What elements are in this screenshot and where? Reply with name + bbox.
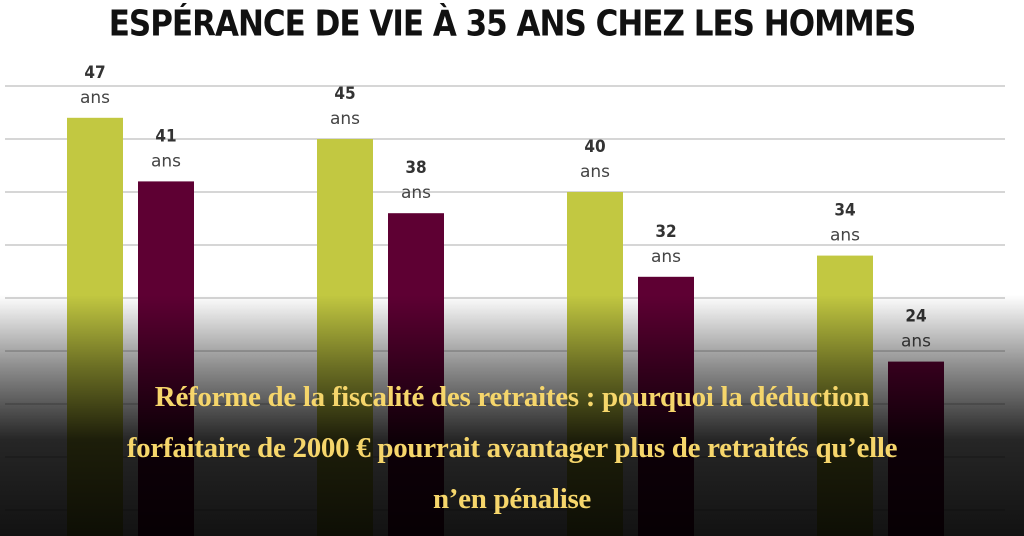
data-label-value: 40	[584, 137, 605, 157]
data-label-value: 47	[84, 63, 105, 83]
chart-title: ESPÉRANCE DE VIE À 35 ANS CHEZ LES HOMME…	[108, 3, 917, 45]
data-label-unit: ans	[80, 88, 110, 108]
data-label-value: 45	[334, 84, 355, 104]
data-label-unit: ans	[401, 183, 431, 203]
headline-line: Réforme de la fiscalité des retraites : …	[154, 381, 870, 413]
data-label-value: 32	[655, 222, 676, 242]
article-headline[interactable]: Réforme de la fiscalité des retraites : …	[0, 372, 1024, 525]
headline-line: n’en pénalise	[432, 483, 592, 515]
data-label-unit: ans	[830, 226, 860, 246]
data-label-value: 38	[405, 158, 426, 178]
dark-gradient-overlay	[0, 295, 1024, 536]
data-label-unit: ans	[651, 247, 681, 267]
data-label-unit: ans	[151, 151, 181, 171]
headline-line: forfaitaire de 2000 € pourrait avantager…	[126, 432, 898, 464]
data-label-unit: ans	[580, 162, 610, 182]
data-label-unit: ans	[330, 109, 360, 129]
data-label-value: 41	[155, 126, 176, 146]
data-label-value: 34	[834, 201, 855, 221]
